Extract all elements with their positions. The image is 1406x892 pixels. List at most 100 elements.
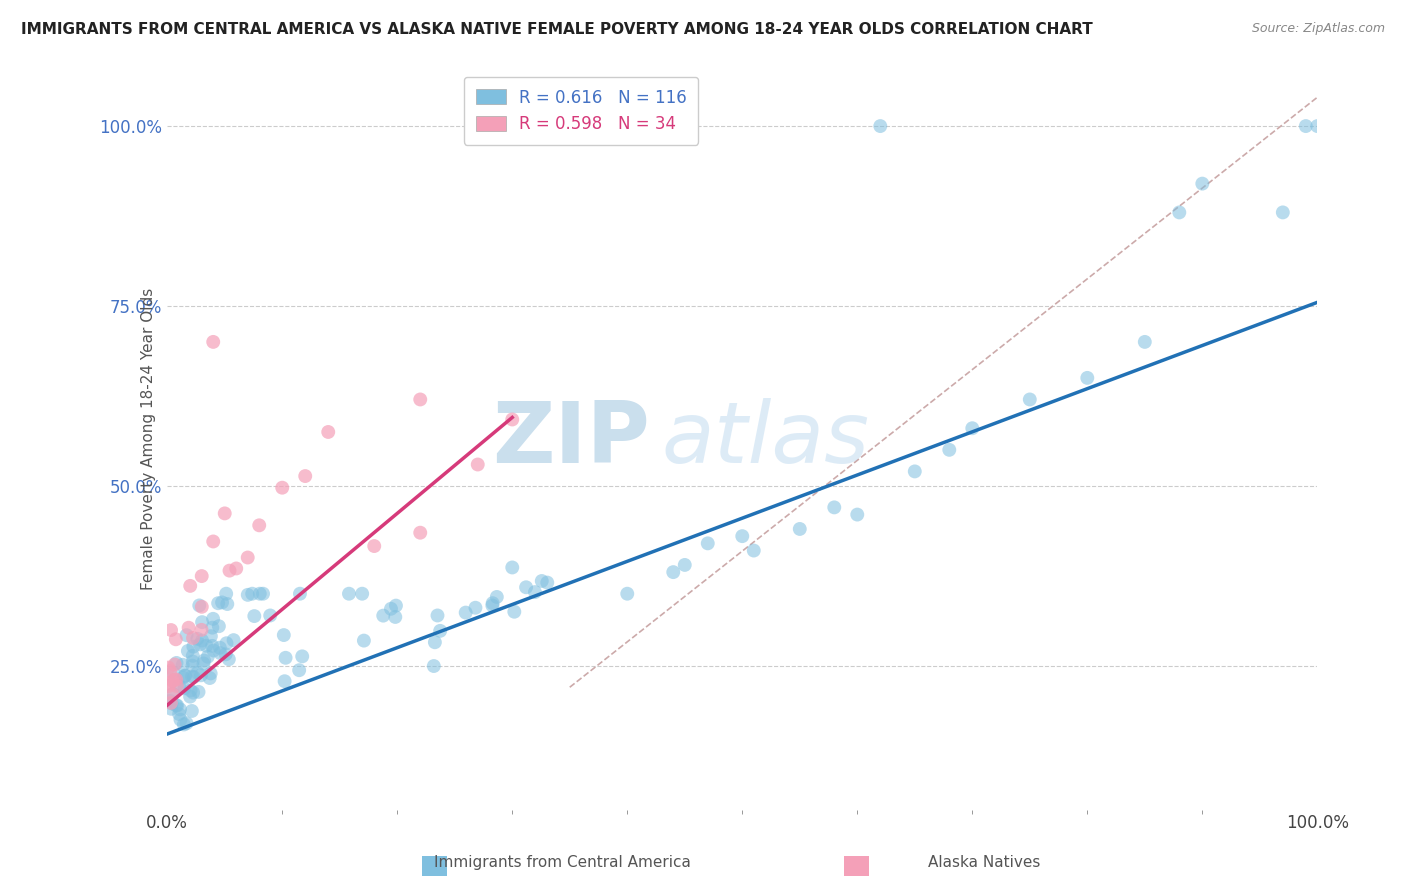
Point	[187, 685, 209, 699]
Point	[211, 595, 233, 609]
Point	[243, 609, 266, 624]
Point	[181, 631, 204, 645]
Point	[380, 601, 402, 615]
Point	[731, 529, 754, 543]
Point	[236, 550, 259, 565]
Point	[166, 679, 188, 693]
Point	[186, 632, 208, 646]
Point	[291, 649, 314, 664]
Point	[173, 669, 195, 683]
Point	[160, 623, 183, 637]
Point	[200, 629, 222, 643]
Point	[183, 640, 205, 654]
Point	[481, 596, 503, 610]
Point	[409, 392, 432, 407]
Point	[169, 713, 191, 727]
Point	[501, 412, 523, 426]
Point	[429, 624, 451, 638]
Point	[172, 657, 194, 672]
Point	[240, 587, 263, 601]
Text: Immigrants from Central America: Immigrants from Central America	[434, 855, 690, 870]
Point	[616, 587, 638, 601]
Point	[218, 564, 240, 578]
Point	[217, 597, 239, 611]
Text: IMMIGRANTS FROM CENTRAL AMERICA VS ALASKA NATIVE FEMALE POVERTY AMONG 18-24 YEAR: IMMIGRANTS FROM CENTRAL AMERICA VS ALASK…	[21, 22, 1092, 37]
Point	[215, 636, 238, 650]
Point	[165, 698, 187, 713]
Point	[177, 621, 200, 635]
Point	[673, 558, 696, 572]
Point	[503, 605, 526, 619]
Point	[181, 658, 204, 673]
Point	[481, 599, 503, 613]
Text: ZIP: ZIP	[492, 398, 650, 481]
Point	[188, 637, 211, 651]
Point	[423, 659, 446, 673]
Point	[1018, 392, 1040, 407]
Point	[160, 696, 183, 710]
Point	[202, 334, 225, 349]
Point	[179, 690, 201, 704]
Point	[197, 649, 219, 664]
Point	[165, 632, 187, 647]
Point	[188, 599, 211, 613]
Point	[789, 522, 811, 536]
Point	[938, 442, 960, 457]
Point	[294, 469, 316, 483]
Point	[846, 508, 869, 522]
Point	[202, 534, 225, 549]
Point	[160, 696, 183, 710]
Point	[176, 716, 198, 731]
Point	[179, 579, 201, 593]
Point	[190, 569, 212, 583]
Point	[181, 655, 204, 669]
Point	[259, 608, 281, 623]
Point	[207, 596, 229, 610]
Point	[176, 628, 198, 642]
Point	[173, 681, 195, 696]
Point	[191, 633, 214, 648]
Point	[174, 668, 197, 682]
Point	[172, 671, 194, 685]
Point	[696, 536, 718, 550]
Point	[173, 717, 195, 731]
Point	[195, 639, 218, 653]
Point	[904, 464, 927, 478]
Point	[187, 665, 209, 680]
Point	[423, 635, 446, 649]
Point	[159, 694, 181, 708]
Point	[1076, 371, 1098, 385]
Point	[163, 673, 186, 687]
Point	[1191, 177, 1213, 191]
Point	[236, 588, 259, 602]
Point	[214, 507, 236, 521]
Point	[337, 587, 360, 601]
Point	[409, 525, 432, 540]
Point	[273, 674, 295, 689]
Point	[157, 679, 180, 693]
Legend: R = 0.616   N = 116, R = 0.598   N = 34: R = 0.616 N = 116, R = 0.598 N = 34	[464, 77, 699, 145]
Point	[249, 587, 271, 601]
Point	[157, 660, 180, 674]
Point	[198, 671, 221, 685]
Point	[869, 119, 891, 133]
Y-axis label: Female Poverty Among 18-24 Year Olds: Female Poverty Among 18-24 Year Olds	[141, 288, 156, 591]
Point	[159, 676, 181, 690]
Point	[190, 668, 212, 682]
Point	[165, 673, 187, 687]
Point	[181, 648, 204, 663]
Point	[162, 673, 184, 688]
Point	[159, 664, 181, 678]
Point	[160, 702, 183, 716]
Point	[467, 458, 489, 472]
Point	[162, 665, 184, 680]
Point	[662, 565, 685, 579]
Point	[288, 587, 311, 601]
Point	[962, 421, 984, 435]
Text: Alaska Natives: Alaska Natives	[928, 855, 1040, 870]
Point	[193, 657, 215, 671]
Point	[823, 500, 845, 515]
Point	[191, 599, 214, 614]
Point	[1271, 205, 1294, 219]
Point	[218, 652, 240, 666]
